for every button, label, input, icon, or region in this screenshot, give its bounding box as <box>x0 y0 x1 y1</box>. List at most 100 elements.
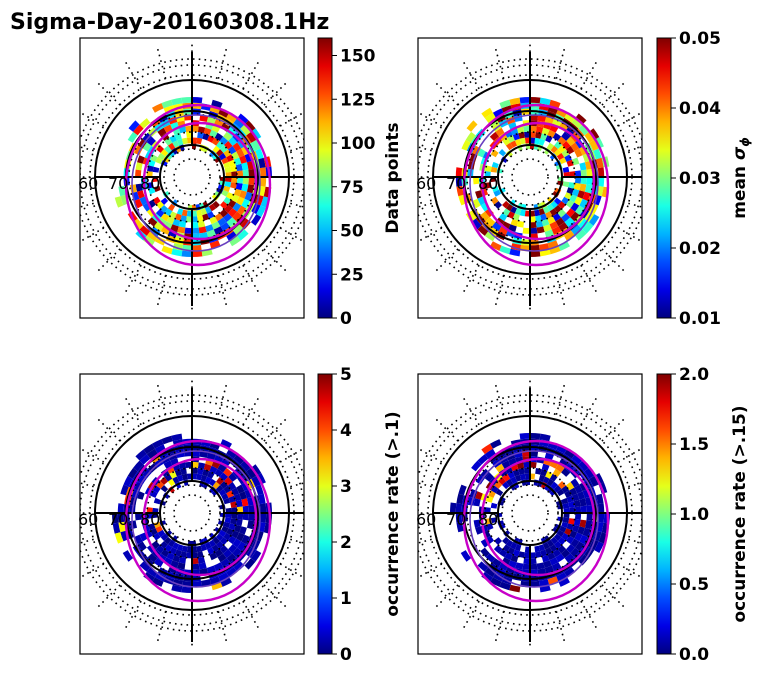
colorbar-tick-label: 1 <box>340 589 352 609</box>
heatmap-cell <box>561 549 571 559</box>
heatmap-cell <box>552 212 562 222</box>
heatmap-cell <box>224 204 233 214</box>
heatmap-cell <box>547 216 556 225</box>
heatmap-cell <box>477 225 489 236</box>
heatmap-cell <box>166 552 175 561</box>
heatmap-cell <box>246 467 257 479</box>
heatmap-cell <box>554 204 563 213</box>
dotted-grid-spoke <box>418 224 448 243</box>
heatmap-cell <box>556 572 568 582</box>
heatmap-cell <box>564 154 572 162</box>
heatmap-cell <box>171 584 183 593</box>
lat-label: 80 <box>478 174 498 193</box>
heatmap-cell <box>575 541 585 552</box>
heatmap-cell <box>153 185 161 193</box>
dotted-grid-spoke <box>95 80 125 110</box>
heatmap-cell <box>219 136 229 145</box>
heatmap-cell <box>466 120 478 132</box>
heatmap-cell <box>523 557 530 565</box>
oval-boundary-mid <box>131 450 261 588</box>
heatmap-cell <box>456 185 464 197</box>
dotted-grid-spoke <box>554 605 566 644</box>
dotted-grid-spoke <box>284 537 304 544</box>
heatmap-cell <box>564 567 576 578</box>
heatmap-cell <box>534 137 541 145</box>
heatmap-cell <box>171 248 183 257</box>
polar-panel-2: 60 70 80 0.01 0.02 0.03 0.04 0.05 mean σϕ <box>416 29 752 329</box>
heatmap-cell <box>491 161 499 169</box>
heatmap-cell <box>498 212 508 222</box>
colorbar-tick-label: 0.03 <box>679 169 721 189</box>
heatmap-cell <box>535 220 544 228</box>
heatmap-cell <box>152 103 164 113</box>
heatmap-cell <box>571 524 580 533</box>
heatmap-cell <box>549 544 558 553</box>
heatmap-cell <box>218 572 230 582</box>
heatmap-cell <box>490 241 502 251</box>
heatmap-cell <box>571 225 583 236</box>
heatmap-cell <box>176 208 184 216</box>
heatmap-cell <box>200 544 208 552</box>
heatmap-cell <box>196 473 203 481</box>
dotted-grid-spoke <box>622 482 642 489</box>
heatmap-cell <box>192 216 198 223</box>
heatmap-cell <box>502 481 510 490</box>
heatmap-cell <box>558 241 570 251</box>
heatmap-cell <box>498 562 509 571</box>
heatmap-cell <box>575 113 587 125</box>
dotted-grid-spoke <box>461 595 483 631</box>
heatmap-cell <box>172 476 180 484</box>
heatmap-cell <box>589 139 599 151</box>
heatmap-cell <box>172 140 180 148</box>
heatmap-cell <box>481 107 493 119</box>
heatmap-cell <box>197 132 204 139</box>
heatmap-cell <box>484 231 496 242</box>
heatmap-cell <box>230 182 237 189</box>
heatmap-cell <box>214 468 224 478</box>
heatmap-cell <box>491 222 502 232</box>
heatmap-cell <box>596 493 604 505</box>
dotted-grid-spoke <box>274 560 304 579</box>
heatmap-cell <box>206 116 216 125</box>
heatmap-cell <box>557 545 567 554</box>
heatmap-cell <box>230 501 237 508</box>
heatmap-cell <box>215 533 224 541</box>
heatmap-cell <box>564 448 576 459</box>
heatmap-cell <box>484 112 496 123</box>
colorbar-tick-label: 2.0 <box>679 365 709 385</box>
heatmap-cell <box>199 450 209 459</box>
heatmap-cell <box>561 467 571 477</box>
dotted-grid-spoke <box>274 224 304 243</box>
heatmap-cell <box>160 212 170 222</box>
heatmap-cell <box>192 137 198 144</box>
heatmap-cell <box>170 224 179 232</box>
heatmap-cell <box>542 542 550 550</box>
oval-boundary-outer <box>462 439 610 603</box>
heatmap-cell <box>588 214 600 226</box>
heatmap-cell <box>229 235 241 247</box>
heatmap-cell <box>542 206 550 214</box>
grid-circle <box>159 480 225 546</box>
heatmap-cell <box>473 498 481 507</box>
heatmap-cell <box>530 125 537 133</box>
heatmap-cell <box>566 187 574 195</box>
heatmap-cell <box>530 557 537 565</box>
heatmap-cell <box>450 502 457 513</box>
heatmap-cell <box>203 463 212 472</box>
polar-panel-1: 60 70 80 0 25 50 75 100 125 150 Data points <box>78 37 403 329</box>
heatmap-cell <box>226 528 234 536</box>
colorbar <box>317 373 333 655</box>
heatmap-cell <box>192 221 199 229</box>
heatmap-cell <box>226 217 237 227</box>
heatmap-cell <box>241 481 250 492</box>
heatmap-cell <box>167 539 176 548</box>
heatmap-cell <box>133 460 144 472</box>
heatmap-cell <box>544 452 554 461</box>
heatmap-cell <box>213 226 224 235</box>
heatmap-cell <box>485 182 492 189</box>
heatmap-cell <box>146 513 153 519</box>
heatmap-cell <box>200 208 208 216</box>
heatmap-cell <box>259 503 267 513</box>
dotted-grid-spoke <box>80 201 100 208</box>
